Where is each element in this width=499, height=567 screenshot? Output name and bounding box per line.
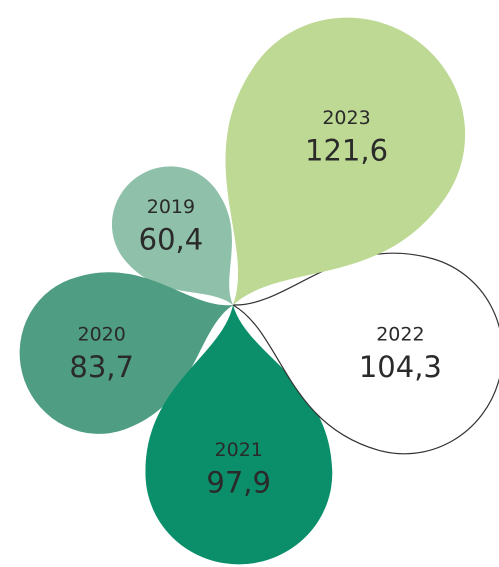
petal xyxy=(19,272,233,434)
petal xyxy=(225,17,466,305)
petal-year: 2019 xyxy=(147,196,195,218)
petal-value: 121,6 xyxy=(305,134,388,168)
petal-year: 2023 xyxy=(322,107,370,129)
petal-value: 60,4 xyxy=(139,223,204,257)
petal-year: 2020 xyxy=(78,323,126,345)
petal-year: 2022 xyxy=(376,323,424,345)
petal xyxy=(111,166,233,305)
petal-value: 104,3 xyxy=(359,350,442,384)
petal-year: 2021 xyxy=(215,439,263,461)
petal-value: 83,7 xyxy=(69,350,134,384)
petal-value: 97,9 xyxy=(206,465,271,499)
petal xyxy=(145,305,333,565)
